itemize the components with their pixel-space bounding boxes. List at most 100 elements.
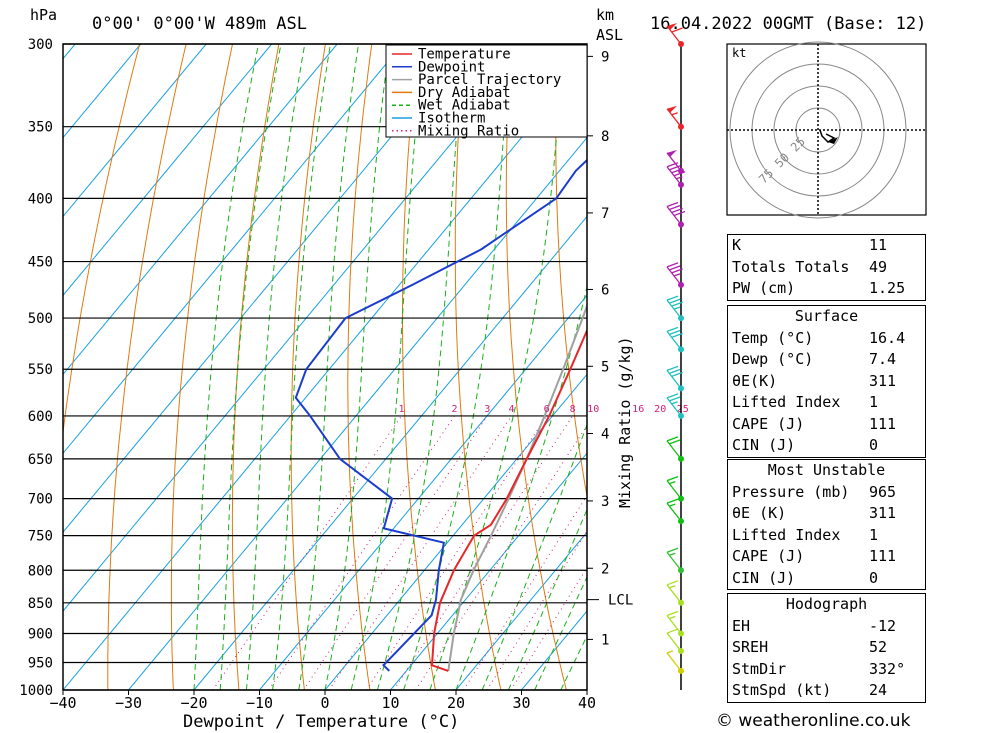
wind-barb-staff bbox=[666, 480, 682, 500]
wind-barb-staff bbox=[666, 652, 682, 672]
isobar-lines bbox=[63, 43, 587, 691]
wind-barb bbox=[666, 262, 683, 286]
pressure-tick-label: 600 bbox=[28, 409, 53, 425]
mixing-ratio-labels: 1 2 3 4 6 8 10 16 20 25 bbox=[398, 404, 688, 415]
wind-barb-full bbox=[671, 207, 683, 214]
wind-barb-half bbox=[669, 503, 676, 507]
wind-barb-full bbox=[671, 268, 683, 274]
wind-barb-full bbox=[671, 301, 683, 307]
isotherm-line bbox=[63, 44, 273, 297]
mixing-ratio-label: 4 bbox=[508, 404, 514, 415]
mixing-ratio-label: 2 bbox=[451, 404, 457, 415]
pressure-tick-label: 850 bbox=[28, 596, 53, 612]
surface-table: Surface Temp (°C) 16.4 Dewp (°C) 7.4 θE(K)… bbox=[727, 305, 926, 458]
legend-entry: Isotherm bbox=[418, 111, 485, 127]
wind-barb-full bbox=[673, 210, 686, 217]
pressure-tick-label: 950 bbox=[28, 655, 53, 671]
dry-adiabat-line bbox=[231, 44, 280, 690]
most-unstable-row: Lifted Index 1 bbox=[732, 525, 879, 544]
wind-barb-staff bbox=[666, 584, 682, 604]
x-axis-title: Dewpoint / Temperature (°C) bbox=[183, 712, 459, 732]
isotherm-line bbox=[455, 531, 587, 690]
mixing-ratio-line bbox=[303, 415, 488, 690]
isotherm-line bbox=[324, 373, 587, 690]
wind-barb bbox=[666, 149, 682, 172]
wind-barb bbox=[666, 393, 682, 417]
date-title: 16.04.2022 00GMT (Base: 12) bbox=[650, 14, 926, 34]
profile-series bbox=[294, 158, 587, 672]
isotherm-line bbox=[128, 136, 587, 690]
pressure-tick-label: 800 bbox=[28, 563, 53, 579]
wind-barb-full bbox=[669, 396, 681, 402]
credit-link[interactable]: © weatheronline.co.uk bbox=[716, 711, 911, 731]
wind-barb-half bbox=[671, 401, 678, 405]
x-tick-label: −30 bbox=[115, 694, 142, 712]
wind-barb-half bbox=[671, 112, 678, 116]
wind-barb bbox=[666, 23, 683, 45]
wet-adiabat-line bbox=[481, 423, 587, 690]
mixing-ratio-label: 3 bbox=[484, 404, 490, 415]
x-tick-label: −20 bbox=[180, 694, 207, 712]
legend-entry: Dewpoint bbox=[418, 59, 485, 75]
surface-row: Temp (°C) 16.4 bbox=[732, 328, 906, 347]
x-tick-label: 20 bbox=[447, 694, 465, 712]
mixing-ratio-label: 6 bbox=[544, 404, 550, 415]
most-unstable-row: CIN (J) 0 bbox=[732, 568, 879, 587]
wind-barb bbox=[666, 650, 682, 672]
hodograph-row: StmDir 332° bbox=[732, 659, 906, 678]
km-tick-label: 2 bbox=[601, 561, 609, 577]
surface-row: θE(K) 311 bbox=[732, 371, 897, 390]
wind-barb bbox=[666, 201, 686, 225]
pressure-tick-label: 550 bbox=[28, 362, 53, 378]
wind-barb bbox=[666, 610, 682, 634]
hodograph-row: EH -12 bbox=[732, 616, 897, 635]
wind-barb-half bbox=[669, 585, 676, 589]
x-tick-label: 30 bbox=[512, 694, 530, 712]
wind-barb-full bbox=[669, 265, 681, 271]
pressure-tick-label: 900 bbox=[28, 626, 53, 642]
wind-barb-staff bbox=[666, 108, 682, 128]
wind-barb-full bbox=[669, 368, 681, 375]
wind-barb-full bbox=[666, 610, 679, 617]
pressure-tick-label: 400 bbox=[28, 191, 53, 207]
km-tick-label: 7 bbox=[601, 206, 609, 222]
wind-barb-half bbox=[669, 481, 676, 485]
surface-row: CIN (J) 0 bbox=[732, 436, 879, 454]
wind-barb-full bbox=[666, 436, 679, 442]
index-row-pw: PW (cm) 1.25 bbox=[732, 279, 906, 297]
surface-row: Dewp (°C) 7.4 bbox=[732, 350, 897, 368]
pressure-tick-label: 300 bbox=[28, 37, 53, 53]
km-label: km bbox=[596, 6, 614, 24]
wind-barb-half bbox=[666, 650, 674, 654]
dry-adiabat-line bbox=[402, 44, 436, 690]
wind-barb-full bbox=[671, 27, 683, 33]
wind-barb-full bbox=[666, 628, 679, 634]
legend-entry: Temperature bbox=[418, 47, 511, 63]
dry-adiabat-line bbox=[929, 44, 1000, 690]
km-tick-label: 6 bbox=[601, 282, 609, 298]
x-tick-label: 10 bbox=[381, 694, 399, 712]
isotherm-line bbox=[63, 44, 535, 612]
isotherm-line bbox=[63, 44, 404, 455]
mixing-ratio-line bbox=[365, 415, 548, 690]
wind-barb-full bbox=[666, 201, 679, 208]
wind-barb bbox=[666, 628, 682, 652]
asl-label: ASL bbox=[596, 26, 623, 44]
wind-barb-full bbox=[669, 329, 681, 335]
isotherm-line bbox=[63, 57, 587, 690]
wind-barb-half bbox=[673, 306, 681, 310]
isotherm-line bbox=[63, 44, 338, 376]
wind-barb-full bbox=[666, 580, 679, 586]
index-row-totals: Totals Totals 49 bbox=[732, 257, 888, 276]
mixing-ratio-label: 20 bbox=[654, 404, 666, 415]
surface-row: CAPE (J) 111 bbox=[732, 414, 897, 433]
most-unstable-title: Most Unstable bbox=[767, 461, 886, 479]
dry-adiabat-line bbox=[170, 44, 233, 690]
wind-barb-flag bbox=[667, 149, 677, 157]
wind-barb bbox=[666, 105, 682, 128]
wind-barb-full bbox=[666, 262, 679, 268]
isotherm-line bbox=[259, 294, 587, 690]
wind-barb-full bbox=[671, 332, 683, 338]
wet-adiabat-line bbox=[429, 44, 565, 690]
legend-entry: Mixing Ratio bbox=[418, 123, 519, 139]
